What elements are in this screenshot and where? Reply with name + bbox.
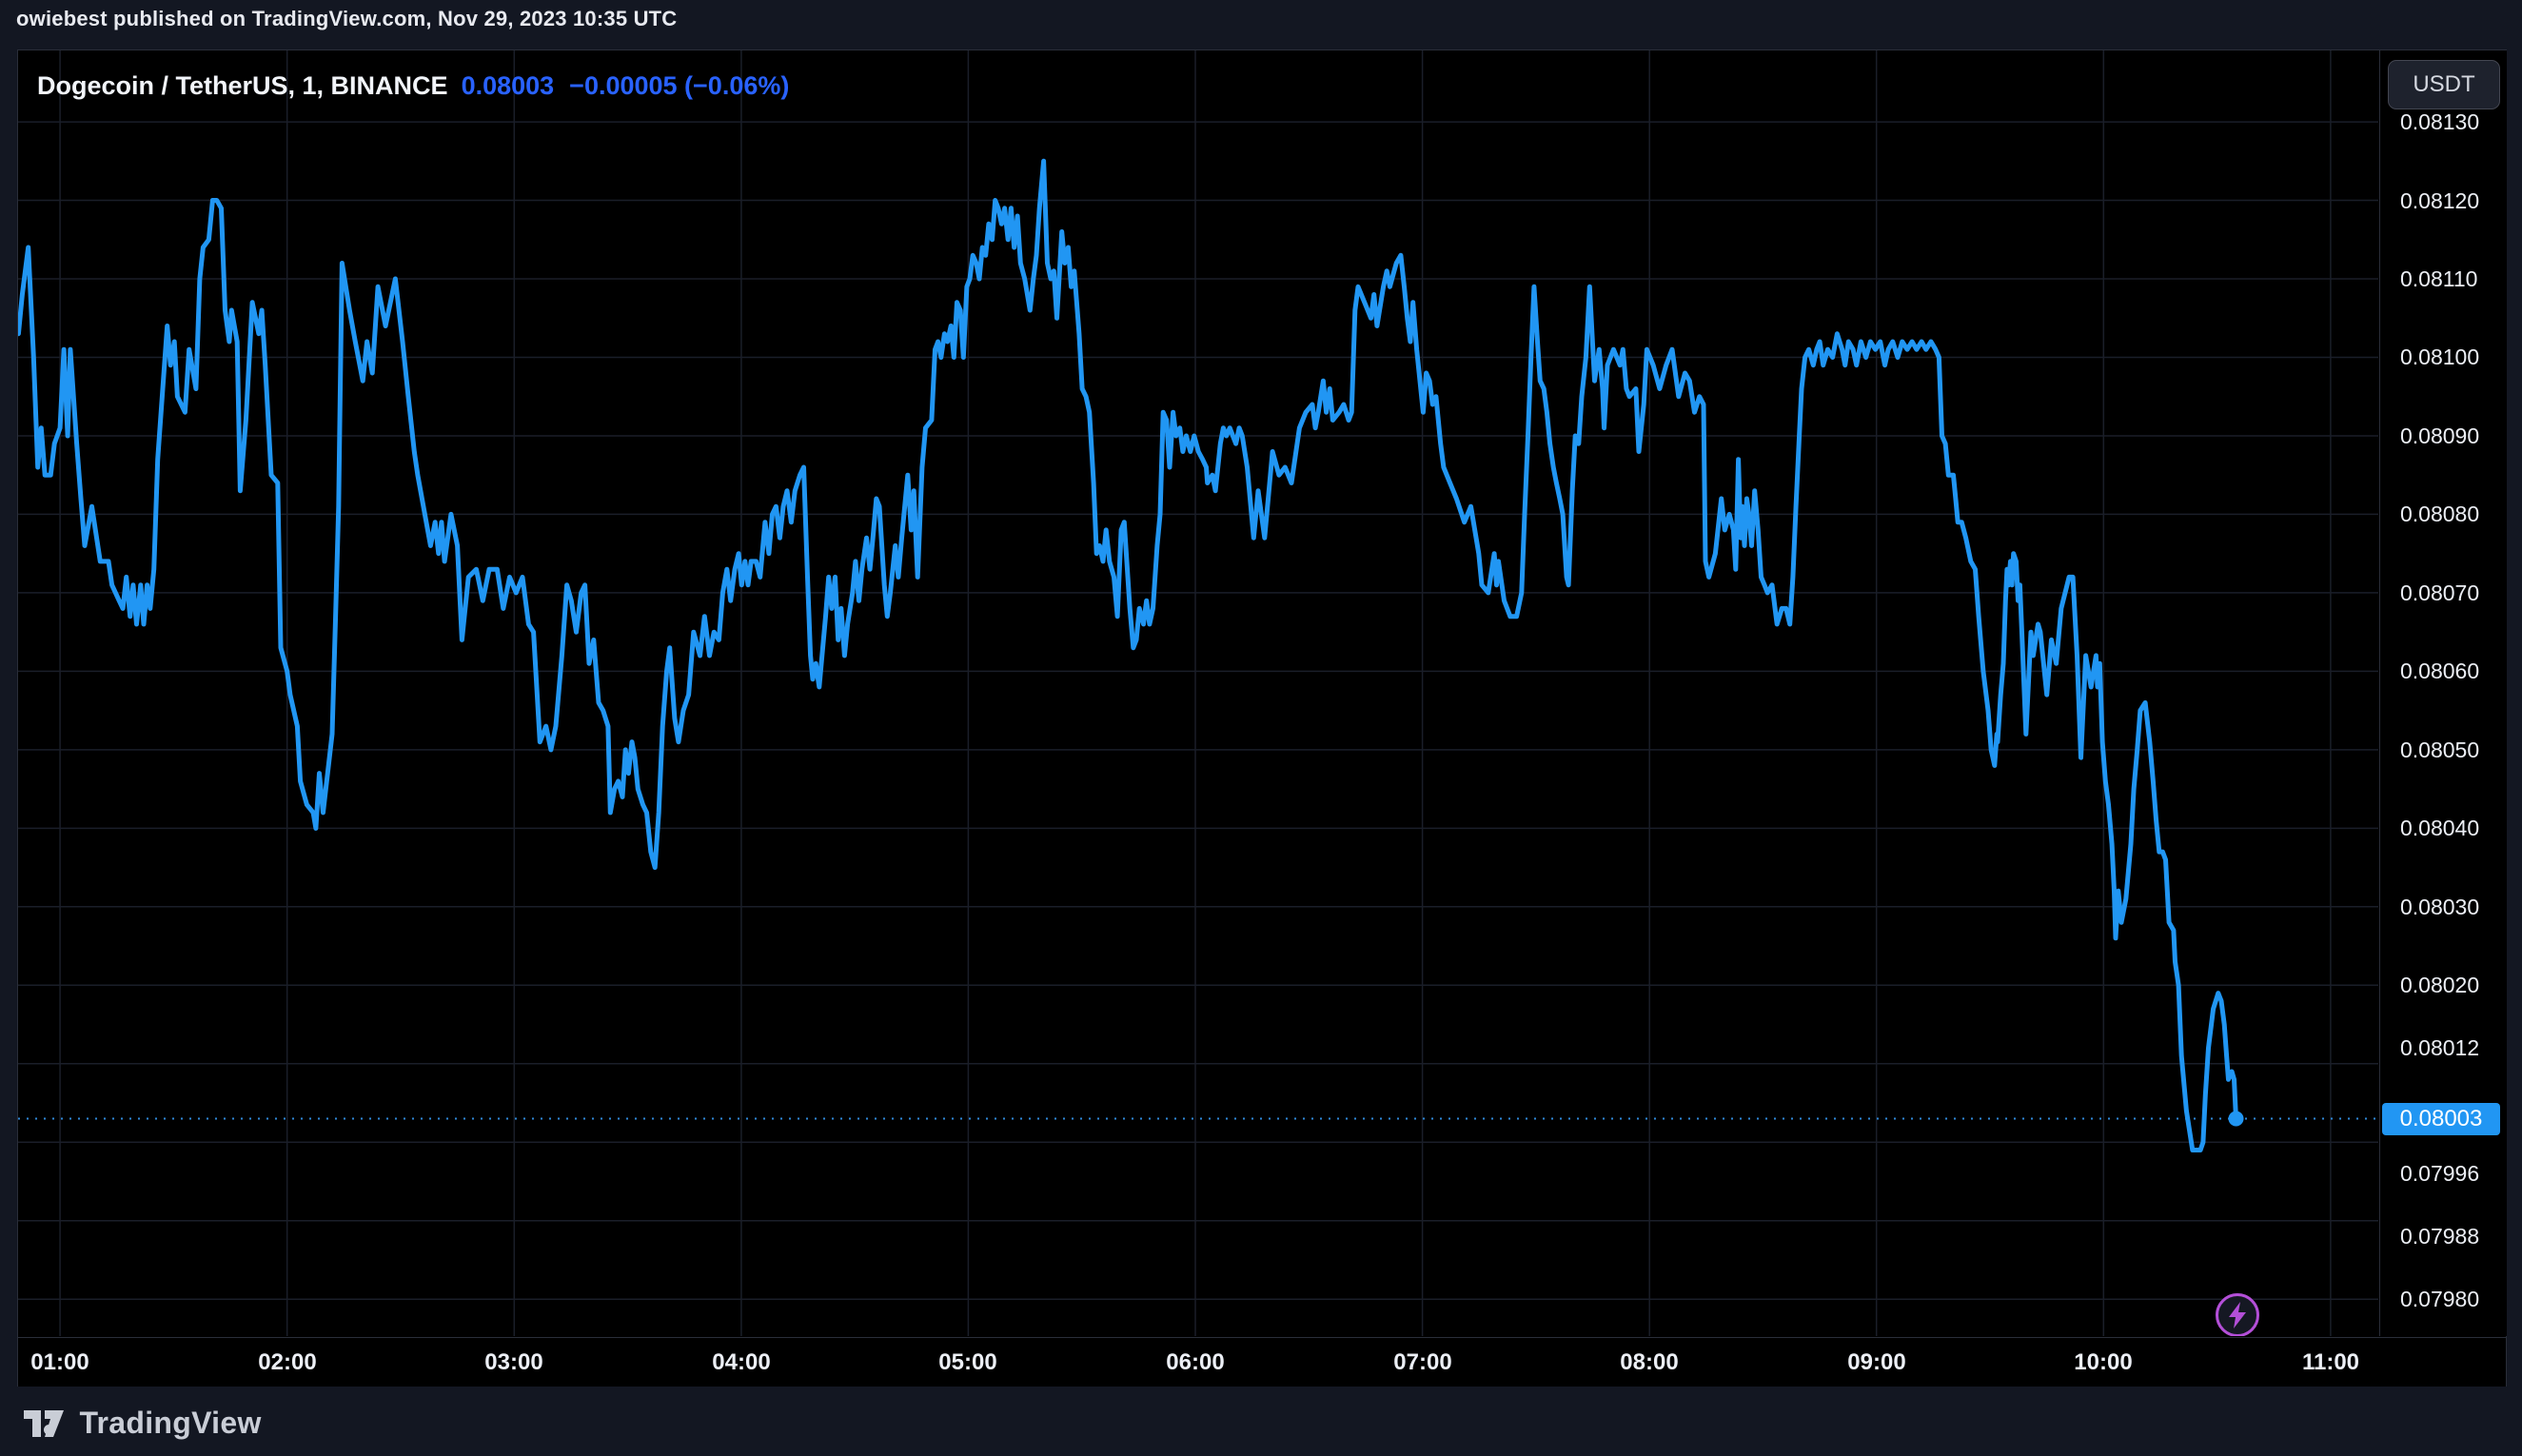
footer-bar: TradingView bbox=[0, 1387, 2522, 1456]
time-axis-label: 06:00 bbox=[1166, 1349, 1225, 1375]
tradingview-logo-icon bbox=[24, 1409, 64, 1437]
chart-canvas[interactable] bbox=[18, 50, 2378, 1336]
lightning-bolt-icon bbox=[2229, 1302, 2246, 1328]
time-axis-label: 08:00 bbox=[1620, 1349, 1679, 1375]
price-axis-label: 0.08050 bbox=[2400, 738, 2480, 762]
attribution-bar: owiebest published on TradingView.com, N… bbox=[0, 0, 2522, 49]
time-axis-label: 04:00 bbox=[712, 1349, 771, 1375]
time-axis-label: 07:00 bbox=[1393, 1349, 1452, 1375]
price-axis-label: 0.08090 bbox=[2400, 423, 2480, 448]
price-axis-label: 0.08012 bbox=[2400, 1035, 2480, 1060]
price-axis-label: 0.08100 bbox=[2400, 344, 2480, 369]
price-axis-label: 0.08070 bbox=[2400, 580, 2480, 605]
time-axis-label: 09:00 bbox=[1847, 1349, 1906, 1375]
price-axis-label: 0.08110 bbox=[2400, 266, 2478, 291]
price-axis-label: 0.08060 bbox=[2400, 659, 2480, 683]
price-line-series bbox=[18, 158, 2238, 1152]
time-axis-label: 02:00 bbox=[258, 1349, 317, 1375]
time-axis-label: 10:00 bbox=[2074, 1349, 2133, 1375]
price-axis[interactable]: USDT 0.08003 0.08130 0.08120 0.08110 0.0810… bbox=[2379, 50, 2507, 1336]
price-axis-label: 0.08080 bbox=[2400, 502, 2480, 526]
price-pane[interactable]: Dogecoin / TetherUS, 1, BINANCE 0.08003 −0… bbox=[18, 50, 2378, 1336]
chart-shell: Dogecoin / TetherUS, 1, BINANCE 0.08003 −0… bbox=[17, 49, 2507, 1388]
time-axis[interactable]: 01:00 02:00 03:00 04:00 05:00 06:00 07:00 08:00… bbox=[18, 1337, 2506, 1388]
lightning-button[interactable] bbox=[2216, 1293, 2259, 1336]
current-price-label: 0.08003 bbox=[2382, 1103, 2500, 1135]
currency-toggle-button[interactable]: USDT bbox=[2388, 60, 2500, 109]
legend-price-change: −0.00005 (−0.06%) bbox=[569, 71, 790, 100]
time-axis-label: 03:00 bbox=[484, 1349, 543, 1375]
price-axis-label: 0.08020 bbox=[2400, 973, 2480, 997]
symbol-title: Dogecoin / TetherUS, 1, BINANCE bbox=[37, 71, 448, 100]
time-axis-label: 11:00 bbox=[2301, 1349, 2360, 1375]
price-axis-label: 0.07996 bbox=[2400, 1161, 2480, 1186]
price-axis-label: 0.08030 bbox=[2400, 895, 2480, 919]
price-axis-label: 0.08120 bbox=[2400, 188, 2480, 213]
tradingview-logo-text: TradingView bbox=[79, 1406, 262, 1440]
tradingview-home-link[interactable]: TradingView bbox=[24, 1406, 262, 1440]
price-axis-label: 0.07988 bbox=[2400, 1224, 2480, 1249]
price-axis-label: 0.08130 bbox=[2400, 109, 2480, 134]
last-price-dot bbox=[2228, 1111, 2244, 1127]
price-axis-label: 0.07980 bbox=[2400, 1287, 2480, 1311]
time-axis-label: 05:00 bbox=[938, 1349, 997, 1375]
time-axis-label: 01:00 bbox=[30, 1349, 89, 1375]
legend-last-price: 0.08003 bbox=[461, 71, 555, 100]
symbol-legend[interactable]: Dogecoin / TetherUS, 1, BINANCE 0.08003 −0… bbox=[37, 71, 789, 101]
price-axis-label: 0.08040 bbox=[2400, 816, 2480, 840]
attribution-text: owiebest published on TradingView.com, N… bbox=[16, 7, 678, 30]
